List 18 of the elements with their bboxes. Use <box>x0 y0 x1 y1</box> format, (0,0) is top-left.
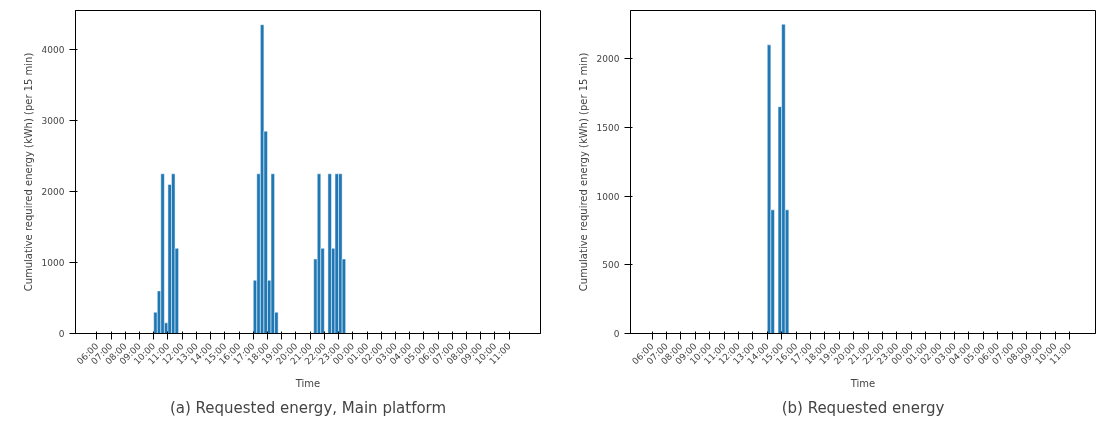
y-axis-title: Cumulative required energy (kWh) (per 15 min) <box>577 52 589 292</box>
y-tick-label: 1500 <box>596 122 620 133</box>
bar <box>781 23 786 334</box>
text: (b) Requested energy <box>781 398 945 417</box>
bar <box>767 44 772 334</box>
y-tick-label: 2000 <box>41 187 65 198</box>
y-tick-label: 0 <box>613 329 620 339</box>
y-tick-label: 3000 <box>41 116 65 127</box>
x-axis-title: Time <box>849 377 876 389</box>
x-axis-title: Time <box>294 377 321 389</box>
y-tick-label: 1000 <box>596 191 620 202</box>
y-tick-label: 0 <box>58 329 65 339</box>
text: (a) Requested energy, Main platform <box>169 398 447 417</box>
y-tick-label: 500 <box>602 260 620 271</box>
y-tick-label: 2000 <box>596 54 620 65</box>
y-axis-title: Cumulative required energy (kWh) (per 15 min) <box>22 52 34 292</box>
y-tick-label: 1000 <box>41 258 65 269</box>
y-tick-label: 4000 <box>41 45 65 56</box>
